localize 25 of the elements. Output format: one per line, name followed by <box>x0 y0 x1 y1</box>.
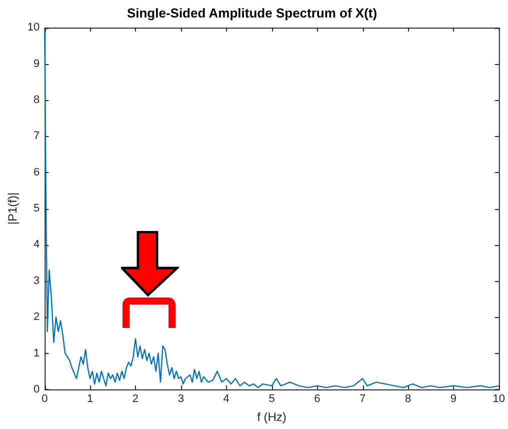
x-tick-label: 5 <box>268 393 275 406</box>
x-tick-label: 8 <box>404 393 412 406</box>
y-tick-label: 5 <box>34 202 40 215</box>
x-tick-label: 4 <box>223 393 230 406</box>
y-tick-label: 4 <box>34 238 40 251</box>
y-tick-label: 6 <box>34 166 40 178</box>
x-tick-label: 6 <box>314 393 320 406</box>
x-tick-label: 10 <box>492 393 506 406</box>
x-tick-label: 9 <box>450 393 457 406</box>
y-tick-label: 2 <box>34 311 40 324</box>
y-tick-label: 10 <box>27 22 40 34</box>
y-axis-title: |P1(f)| <box>6 192 20 225</box>
x-axis-title: f (Hz) <box>257 410 286 424</box>
x-tick-label: 1 <box>87 393 94 406</box>
y-tick-label: 8 <box>34 94 40 106</box>
y-tick-label: 0 <box>34 383 40 396</box>
x-tick-label: 0 <box>42 393 48 406</box>
y-tick-label: 7 <box>34 130 40 142</box>
y-tick-label: 1 <box>34 347 40 360</box>
x-tick-label: 2 <box>132 393 139 406</box>
y-tick-label: 9 <box>34 58 40 70</box>
chart-title: Single-Sided Amplitude Spectrum of X(t) <box>126 5 378 20</box>
x-tick-label: 3 <box>178 393 184 406</box>
y-tick-label: 3 <box>34 274 40 287</box>
x-tick-label: 7 <box>360 393 366 406</box>
